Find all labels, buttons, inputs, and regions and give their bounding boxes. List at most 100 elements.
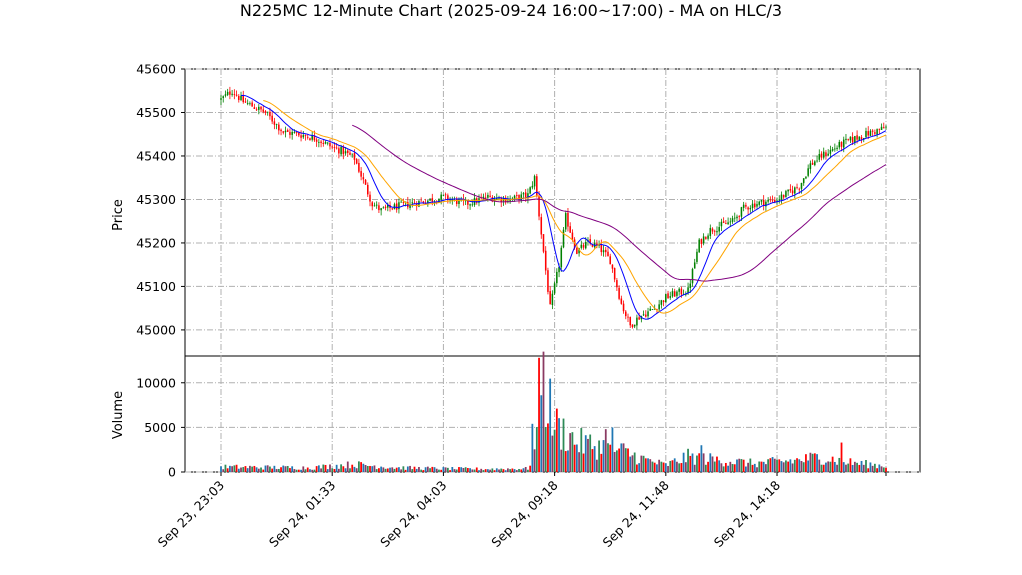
candle-body (398, 202, 400, 210)
candlestick (667, 290, 669, 300)
candle-body (458, 199, 460, 205)
candlestick (811, 159, 814, 165)
candlestick (745, 202, 747, 210)
candle-body (831, 149, 834, 151)
candle-body (344, 151, 347, 154)
candle-body (836, 147, 838, 149)
candle-body (707, 235, 709, 239)
candlestick (282, 131, 285, 135)
volume-bar (531, 423, 534, 472)
price-tick-label: 45600 (136, 62, 176, 77)
candlestick (231, 89, 233, 97)
candlestick (346, 148, 349, 157)
candlestick (442, 194, 445, 197)
volume-bar (244, 466, 247, 472)
candlestick (249, 101, 251, 106)
volume-bar (615, 450, 618, 472)
candle-body (622, 303, 625, 312)
candle-body (636, 317, 638, 326)
volume-bar (693, 464, 696, 472)
candlestick (264, 109, 267, 116)
volume-bar (742, 459, 745, 472)
candlestick (847, 138, 849, 142)
candlestick (802, 178, 805, 186)
candle-body (469, 204, 471, 206)
candle-body (840, 142, 843, 147)
candle-body (720, 221, 723, 227)
candlestick (549, 286, 551, 305)
volume-bar (829, 461, 832, 472)
candlestick (740, 206, 743, 221)
candlestick (280, 128, 282, 136)
candle-body (762, 199, 765, 206)
candle-body (242, 95, 245, 103)
candle-body (262, 109, 265, 112)
candle-body (791, 190, 794, 194)
candlestick (794, 186, 796, 198)
volume-bar (333, 469, 336, 472)
volume-bar (442, 467, 445, 472)
x-tick-label: Sep 24, 09:18 (488, 477, 560, 549)
candlestick (284, 126, 287, 138)
volume-bar (222, 469, 225, 472)
candlestick (355, 158, 358, 165)
candlestick (271, 110, 273, 125)
volume-bar (709, 453, 712, 472)
candle-body (827, 153, 829, 156)
price-tick-label: 45100 (136, 279, 176, 294)
volume-bar (724, 462, 727, 472)
volume-bar (640, 455, 643, 472)
price-tick-label: 45000 (136, 322, 176, 337)
candlestick (564, 210, 567, 233)
candle-body (687, 287, 689, 294)
candle-body (751, 203, 754, 208)
volume-bar (620, 443, 623, 472)
volume-bar (398, 467, 400, 472)
candle-body (269, 111, 271, 117)
candlestick (289, 128, 291, 139)
volume-bar (344, 468, 347, 472)
volume-bar (282, 465, 285, 472)
candlestick (489, 190, 491, 198)
candlestick (713, 229, 716, 236)
volume-bar (366, 466, 369, 472)
candle-body (713, 230, 716, 232)
candle-body (255, 109, 258, 111)
volume-bar (831, 456, 834, 472)
candlestick (378, 202, 380, 213)
volume-bar (493, 470, 496, 472)
candlestick (398, 198, 400, 214)
candle-body (867, 131, 869, 136)
candlestick (865, 127, 867, 138)
candlestick (395, 199, 398, 213)
volume-bar (262, 469, 265, 472)
candlestick (318, 138, 320, 148)
volume-bar (547, 423, 549, 472)
volume-bar (529, 465, 532, 472)
volume-bar (869, 462, 872, 472)
candle-body (264, 111, 267, 113)
candlestick (862, 137, 865, 143)
candlestick (807, 164, 809, 178)
candle-body (302, 135, 305, 138)
volume-bar (302, 466, 305, 472)
volume-bar (286, 465, 289, 472)
volume-bar (658, 459, 661, 472)
volume-bar (598, 440, 600, 472)
volume-bar (671, 460, 674, 472)
volume-bar (587, 438, 589, 472)
candlestick (620, 295, 623, 305)
candlestick (529, 186, 531, 195)
volume-bar (716, 456, 718, 472)
volume-bar (411, 469, 414, 472)
candlestick (391, 208, 394, 211)
volume-bar (789, 459, 792, 472)
volume-bar (269, 466, 271, 472)
volume-bar (309, 469, 311, 472)
moving-average-line (352, 124, 887, 282)
candle-body (671, 291, 674, 297)
volume-bar (825, 462, 827, 472)
volume-bar (667, 465, 669, 472)
candle-body (878, 128, 881, 130)
